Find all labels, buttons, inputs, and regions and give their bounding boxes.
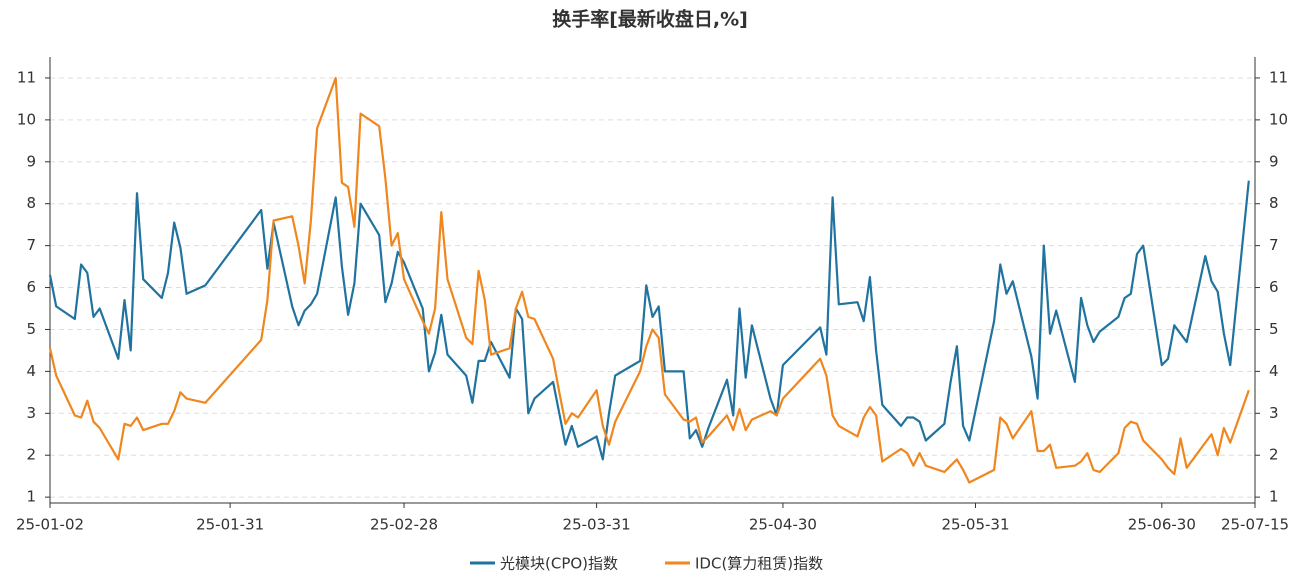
x-tick-label: 25-03-31 bbox=[563, 516, 631, 534]
y2-tick-label: 6 bbox=[1269, 278, 1279, 296]
y-tick-label: 6 bbox=[26, 278, 36, 296]
x-tick-label: 25-05-31 bbox=[941, 516, 1009, 534]
y-tick-label: 5 bbox=[26, 320, 36, 338]
x-tick-label: 25-07-15 bbox=[1221, 516, 1289, 534]
y2-tick-label: 3 bbox=[1269, 404, 1279, 422]
x-tick-label: 25-01-02 bbox=[16, 516, 84, 534]
y-tick-label: 8 bbox=[26, 194, 36, 212]
y2-tick-label: 1 bbox=[1269, 488, 1279, 506]
legend-label: 光模块(CPO)指数 bbox=[500, 555, 618, 573]
y2-tick-label: 10 bbox=[1269, 110, 1288, 128]
y2-tick-label: 8 bbox=[1269, 194, 1279, 212]
y2-tick-label: 2 bbox=[1269, 446, 1279, 464]
y2-tick-label: 4 bbox=[1269, 362, 1279, 380]
x-tick-label: 25-04-30 bbox=[749, 516, 817, 534]
y2-tick-label: 11 bbox=[1269, 68, 1288, 86]
y-tick-label: 4 bbox=[26, 362, 36, 380]
y2-tick-label: 9 bbox=[1269, 152, 1279, 170]
series-line bbox=[48, 180, 1250, 461]
y2-tick-label: 7 bbox=[1269, 236, 1279, 254]
series-line bbox=[48, 76, 1250, 484]
x-tick-label: 25-02-28 bbox=[370, 516, 438, 534]
y-tick-label: 1 bbox=[26, 488, 36, 506]
y-tick-label: 9 bbox=[26, 152, 36, 170]
y-tick-label: 3 bbox=[26, 404, 36, 422]
y2-tick-label: 5 bbox=[1269, 320, 1279, 338]
y-tick-label: 10 bbox=[17, 110, 36, 128]
y-tick-label: 2 bbox=[26, 446, 36, 464]
y-tick-label: 11 bbox=[17, 68, 36, 86]
x-tick-label: 25-06-30 bbox=[1128, 516, 1196, 534]
y-tick-label: 7 bbox=[26, 236, 36, 254]
legend-label: IDC(算力租赁)指数 bbox=[695, 555, 823, 573]
chart-title: 换手率[最新收盘日,%] bbox=[552, 8, 748, 31]
x-tick-label: 25-01-31 bbox=[196, 516, 264, 534]
